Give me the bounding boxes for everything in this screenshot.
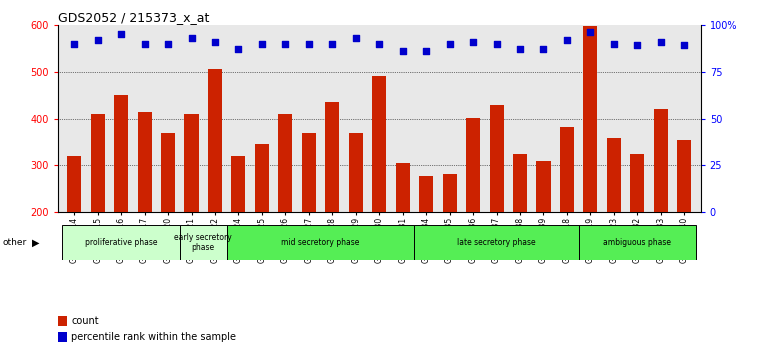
Point — [490, 41, 503, 46]
Point — [233, 46, 245, 52]
Bar — [58, 316, 68, 326]
Point — [326, 41, 339, 46]
Bar — [325, 102, 340, 212]
Point — [186, 35, 198, 41]
Bar — [255, 144, 269, 212]
Bar — [466, 118, 480, 212]
Bar — [631, 154, 644, 212]
Bar — [226, 225, 414, 260]
Bar — [513, 154, 527, 212]
Bar — [396, 163, 410, 212]
Bar — [185, 114, 199, 212]
Point — [631, 42, 644, 48]
Text: ▶: ▶ — [32, 238, 40, 247]
Point — [467, 39, 479, 45]
Point — [584, 29, 597, 35]
Point — [280, 41, 292, 46]
Bar — [560, 127, 574, 212]
Bar — [654, 109, 668, 212]
Point — [397, 48, 409, 54]
Text: late secretory phase: late secretory phase — [457, 238, 536, 247]
Bar — [678, 140, 691, 212]
Text: GDS2052 / 215373_x_at: GDS2052 / 215373_x_at — [58, 11, 209, 24]
Bar — [278, 114, 293, 212]
Text: count: count — [71, 316, 99, 326]
Point — [608, 41, 620, 46]
Bar — [62, 225, 179, 260]
Point — [514, 46, 526, 52]
Text: ambiguous phase: ambiguous phase — [604, 238, 671, 247]
Bar — [302, 133, 316, 212]
Text: mid secretory phase: mid secretory phase — [281, 238, 360, 247]
Text: early secretory
phase: early secretory phase — [174, 233, 232, 252]
Point — [444, 41, 456, 46]
Point — [350, 35, 362, 41]
Bar — [138, 112, 152, 212]
Point — [209, 39, 221, 45]
Point — [373, 41, 386, 46]
Bar — [443, 174, 457, 212]
Bar — [607, 138, 621, 212]
Point — [256, 41, 268, 46]
Point — [162, 41, 174, 46]
Bar — [161, 133, 175, 212]
Bar — [579, 225, 696, 260]
Point — [303, 41, 315, 46]
Bar — [349, 133, 363, 212]
Bar — [490, 105, 504, 212]
Bar — [179, 225, 226, 260]
Point — [139, 41, 151, 46]
Text: percentile rank within the sample: percentile rank within the sample — [71, 332, 236, 342]
Point — [420, 48, 432, 54]
Bar — [114, 95, 128, 212]
Bar — [232, 156, 246, 212]
Bar — [58, 332, 68, 342]
Bar — [67, 156, 81, 212]
Bar — [372, 76, 387, 212]
Bar — [208, 69, 222, 212]
Text: other: other — [2, 238, 26, 247]
Text: proliferative phase: proliferative phase — [85, 238, 157, 247]
Point — [68, 41, 80, 46]
Bar — [584, 26, 598, 212]
Bar — [91, 114, 105, 212]
Bar — [414, 225, 579, 260]
Bar — [419, 176, 434, 212]
Bar — [537, 161, 551, 212]
Point — [537, 46, 550, 52]
Point — [561, 37, 573, 42]
Point — [654, 39, 667, 45]
Point — [92, 37, 104, 42]
Point — [115, 31, 127, 37]
Point — [678, 42, 691, 48]
